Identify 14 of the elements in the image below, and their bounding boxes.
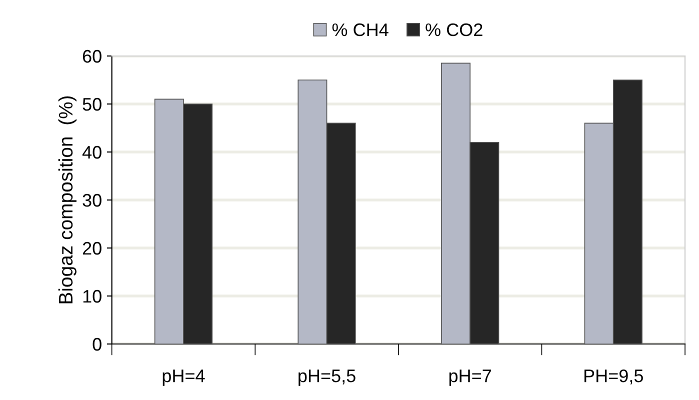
y-tick-label: 40 xyxy=(82,146,102,159)
legend-label: % CH4 xyxy=(332,23,388,36)
y-tick-label: 30 xyxy=(82,194,102,207)
y-axis-title: Biogaz composition (%) xyxy=(58,96,76,304)
x-tick-label: pH=5,5 xyxy=(298,370,356,386)
legend-label: % CO2 xyxy=(426,23,482,36)
x-tick-label: pH=4 xyxy=(162,370,205,386)
y-tick-label: 10 xyxy=(83,290,102,303)
y-tick-label: 0 xyxy=(92,338,102,351)
y-tick-label: 20 xyxy=(82,242,102,255)
y-tick-label: 50 xyxy=(82,98,102,111)
y-tick-label: 60 xyxy=(82,50,102,63)
x-tick-label: PH=9,5 xyxy=(584,369,643,384)
x-tick-label: pH=7 xyxy=(449,370,492,386)
